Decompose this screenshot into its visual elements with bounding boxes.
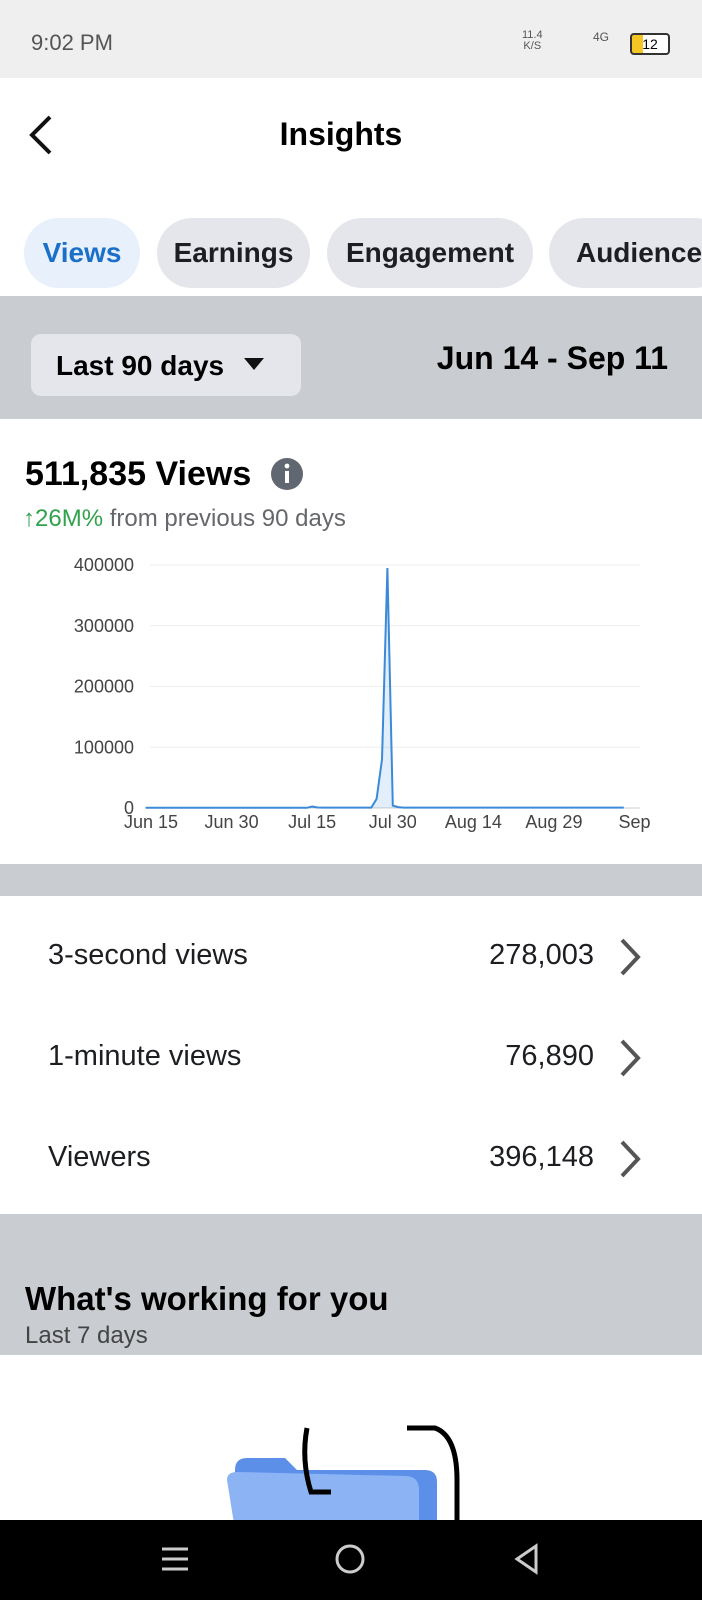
time: 9:02 PM xyxy=(31,30,113,55)
nav-bar xyxy=(0,1520,702,1600)
tab-audience[interactable]: Audience xyxy=(549,218,702,288)
status-bar: 9:02 PM 11.4 K/S 4G 12 xyxy=(0,0,702,78)
y-tick-label: 400000 xyxy=(74,555,134,575)
x-tick-label: Jul 30 xyxy=(369,812,417,832)
speed-unit: K/S xyxy=(523,40,542,52)
metric-row[interactable]: 3-second views 278,003 xyxy=(0,905,702,1005)
x-tick-label: Aug 14 xyxy=(445,812,502,832)
tab-earnings[interactable]: Earnings xyxy=(157,218,310,288)
metric-label: 1-minute views xyxy=(48,1040,242,1072)
period-label: Last 90 days xyxy=(56,350,225,381)
change: ↑26M% xyxy=(23,505,104,532)
section-subtitle: Last 7 days xyxy=(25,1322,148,1349)
tab-views[interactable]: Views xyxy=(24,218,140,288)
net-speed: 11.4 K/S xyxy=(522,30,543,52)
tab-engagement[interactable]: Engagement xyxy=(327,218,533,288)
change-note: from previous 90 days xyxy=(109,505,346,532)
metric-row[interactable]: Viewers 396,148 xyxy=(0,1107,702,1207)
info-icon[interactable] xyxy=(270,457,304,491)
nav-home[interactable] xyxy=(334,1543,366,1575)
x-tick-label: Jul 15 xyxy=(288,812,336,832)
back-button[interactable] xyxy=(26,113,56,157)
chevron xyxy=(620,1039,641,1077)
x-tick-label: Sep xyxy=(619,812,651,832)
y-tick-label: 300000 xyxy=(74,616,134,636)
page-title: Insights xyxy=(279,116,403,152)
total-views: 511,835 Views xyxy=(25,455,252,493)
folder-illustration xyxy=(227,1425,460,1520)
period-band: Last 90 days Jun 14 - Sep 11 xyxy=(0,296,702,419)
chart: 0 100000 200000 300000 400000 Jun 15 Jun 30 Jul… xyxy=(74,555,651,832)
y-tick-label: 200000 xyxy=(74,677,134,697)
section-header: What's working for you Last 7 days xyxy=(0,1214,702,1355)
metric-value: 76,890 xyxy=(505,1040,594,1072)
y-tick-label: 100000 xyxy=(74,737,134,757)
dropdown-icon xyxy=(244,358,264,370)
period-selector[interactable]: Last 90 days xyxy=(31,334,301,396)
nav-back[interactable] xyxy=(512,1543,542,1575)
nav-menu[interactable] xyxy=(160,1544,190,1574)
x-tick-label: Aug 29 xyxy=(525,812,582,832)
date-range: Jun 14 - Sep 11 xyxy=(436,340,668,376)
section-title: What's working for you xyxy=(25,1280,389,1317)
y-tick-label: 0 xyxy=(124,798,134,818)
metric-value: 278,003 xyxy=(489,939,594,971)
chevron xyxy=(620,938,641,976)
x-tick-label: Jun 15 xyxy=(124,812,178,832)
speed: 11.4 xyxy=(522,29,543,41)
line xyxy=(145,567,624,809)
metric-value: 396,148 xyxy=(489,1141,594,1173)
change-line: ↑26M% from previous 90 days xyxy=(23,505,346,533)
network: 4G xyxy=(593,30,610,44)
chevron xyxy=(620,1140,641,1178)
separator xyxy=(0,864,702,896)
x-tick-label: Jun 30 xyxy=(205,812,259,832)
metric-label: Viewers xyxy=(48,1141,151,1173)
metric-row[interactable]: 1-minute views 76,890 xyxy=(0,1006,702,1106)
metric-label: 3-second views xyxy=(48,939,248,971)
battery: 12 xyxy=(630,33,670,55)
